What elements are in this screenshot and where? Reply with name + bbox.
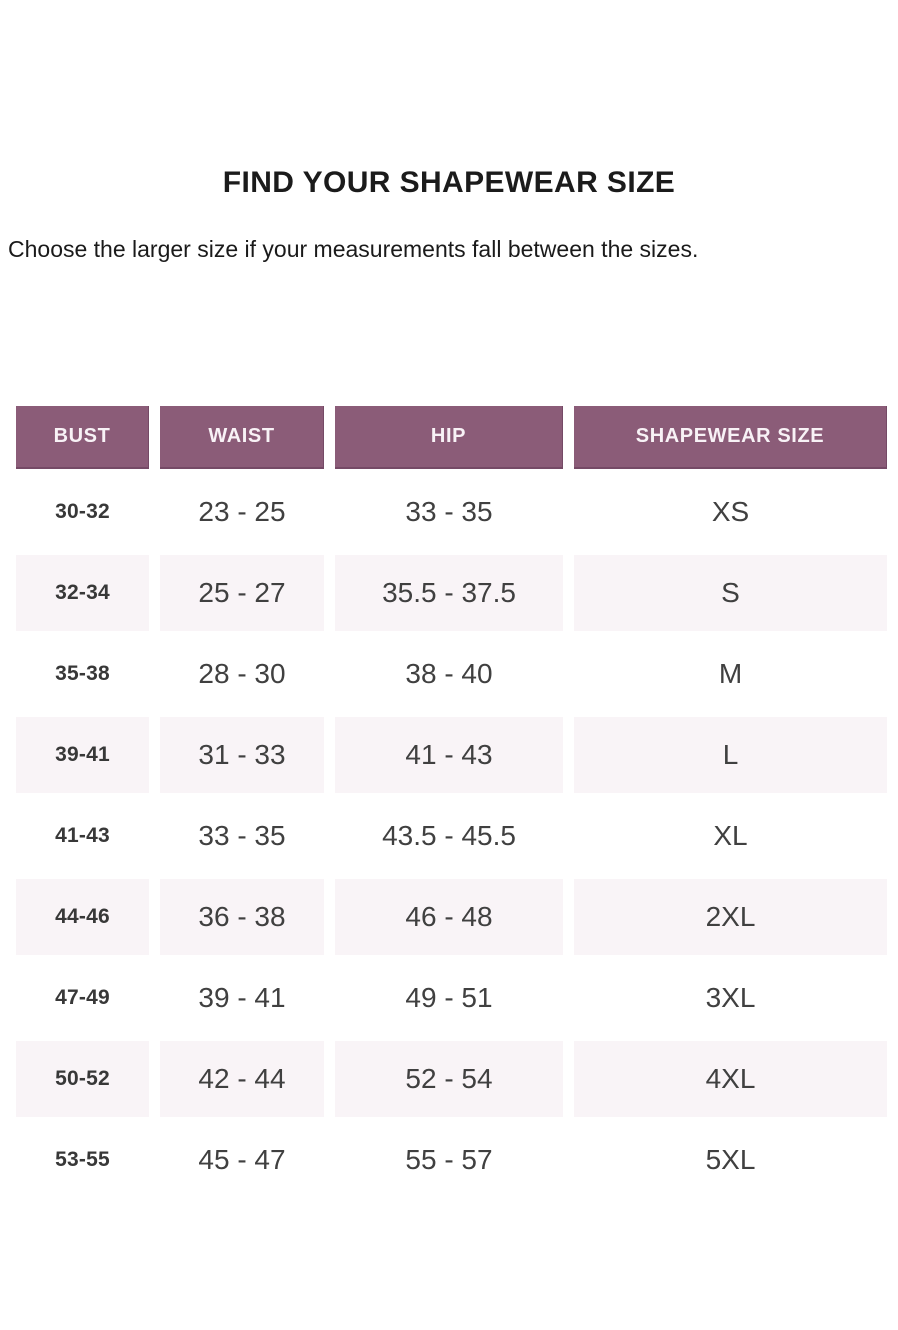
cell-bust: 47-49 <box>55 986 110 1009</box>
column-header-size: SHAPEWEAR SIZE <box>574 406 887 469</box>
cell-bust: 53-55 <box>55 1148 110 1171</box>
cell-hip: 38 - 40 <box>405 658 493 689</box>
cell-size: S <box>574 555 887 631</box>
column-header-waist: WAIST <box>160 406 324 469</box>
cell-waist: 33 - 35 <box>198 820 286 851</box>
cell-hip: 35.5 - 37.5 <box>335 555 563 631</box>
cell-bust: 50-52 <box>16 1041 149 1117</box>
cell-size: 4XL <box>574 1041 887 1117</box>
cell-bust: 32-34 <box>16 555 149 631</box>
cell-size: 5XL <box>705 1144 756 1175</box>
cell-waist: 39 - 41 <box>198 982 286 1013</box>
cell-waist: 45 - 47 <box>198 1144 286 1175</box>
cell-hip: 49 - 51 <box>405 982 493 1013</box>
cell-bust: 30-32 <box>55 500 110 523</box>
column-header-bust: BUST <box>16 406 149 469</box>
cell-size: 2XL <box>574 879 887 955</box>
size-table: BUST WAIST HIP SHAPEWEAR SIZE 30-32 23 - 25 33… <box>16 406 888 1198</box>
cell-hip: 46 - 48 <box>335 879 563 955</box>
cell-size: M <box>718 658 743 689</box>
cell-size: 3XL <box>705 982 756 1013</box>
cell-size: XS <box>711 496 750 527</box>
cell-waist: 28 - 30 <box>198 658 286 689</box>
cell-hip: 41 - 43 <box>335 717 563 793</box>
cell-bust: 39-41 <box>16 717 149 793</box>
page-title: FIND YOUR SHAPEWEAR SIZE <box>222 166 676 199</box>
column-header-hip: HIP <box>335 406 563 469</box>
cell-bust: 35-38 <box>55 662 110 685</box>
cell-waist: 23 - 25 <box>198 496 286 527</box>
cell-waist: 31 - 33 <box>160 717 324 793</box>
cell-hip: 43.5 - 45.5 <box>382 820 516 851</box>
cell-bust: 44-46 <box>16 879 149 955</box>
cell-size: L <box>574 717 887 793</box>
cell-waist: 25 - 27 <box>160 555 324 631</box>
cell-size: XL <box>713 820 748 851</box>
cell-bust: 41-43 <box>55 824 110 847</box>
cell-hip: 33 - 35 <box>405 496 493 527</box>
cell-hip: 52 - 54 <box>335 1041 563 1117</box>
cell-waist: 36 - 38 <box>160 879 324 955</box>
cell-waist: 42 - 44 <box>160 1041 324 1117</box>
size-note: Choose the larger size if your measureme… <box>8 236 699 262</box>
cell-hip: 55 - 57 <box>405 1144 493 1175</box>
